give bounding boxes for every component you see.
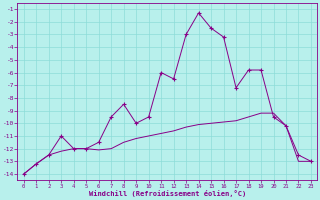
X-axis label: Windchill (Refroidissement éolien,°C): Windchill (Refroidissement éolien,°C) xyxy=(89,190,246,197)
